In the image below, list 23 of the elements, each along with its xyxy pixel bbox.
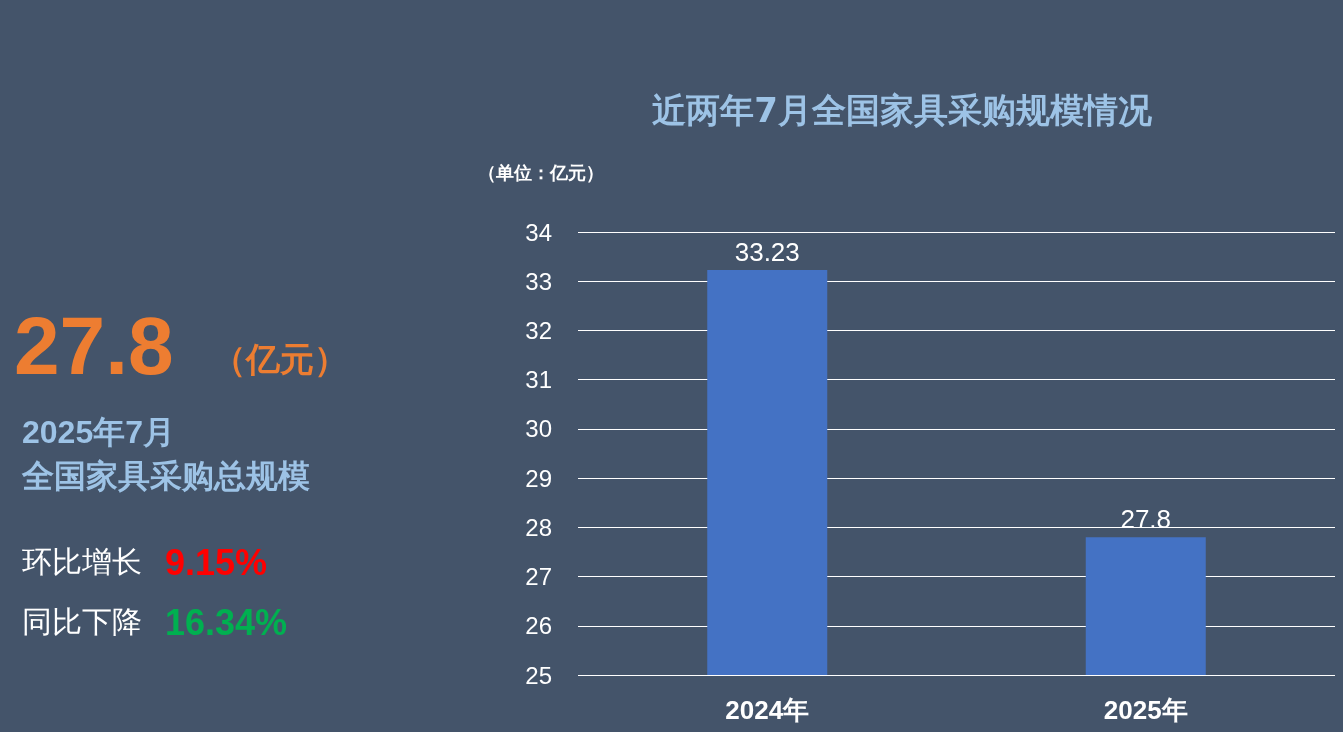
y-tick-label: 30 (525, 415, 552, 443)
y-tick-label: 32 (525, 316, 552, 344)
y-axis-title: （单位：亿元） (478, 163, 604, 183)
y-tick-label: 31 (525, 366, 552, 394)
y-tick-label: 26 (525, 612, 552, 640)
text: 2025年7月 (22, 414, 175, 450)
text: 16.34% (165, 602, 288, 643)
x-tick-label: 2024年 (725, 695, 810, 725)
text: 同比下降 (22, 605, 142, 638)
y-tick-label: 25 (525, 661, 552, 689)
text: 9.15% (165, 542, 268, 583)
y-tick-label: 34 (525, 218, 552, 246)
y-tick-label: 28 (525, 513, 552, 541)
text: 环比增长 (22, 545, 142, 578)
text: 全国家具采购总规模 (22, 458, 310, 494)
chart-title: 近两年7月全国家具采购规模情况 (652, 90, 1153, 130)
text: 27.8 (14, 300, 174, 391)
y-tick-label: 33 (525, 267, 552, 295)
y-tick-label: 27 (525, 563, 552, 591)
text: （亿元） (212, 340, 348, 378)
data-label: 33.23 (734, 236, 800, 267)
y-tick-label: 29 (525, 464, 552, 492)
x-tick-label: 2025年 (1103, 695, 1188, 725)
